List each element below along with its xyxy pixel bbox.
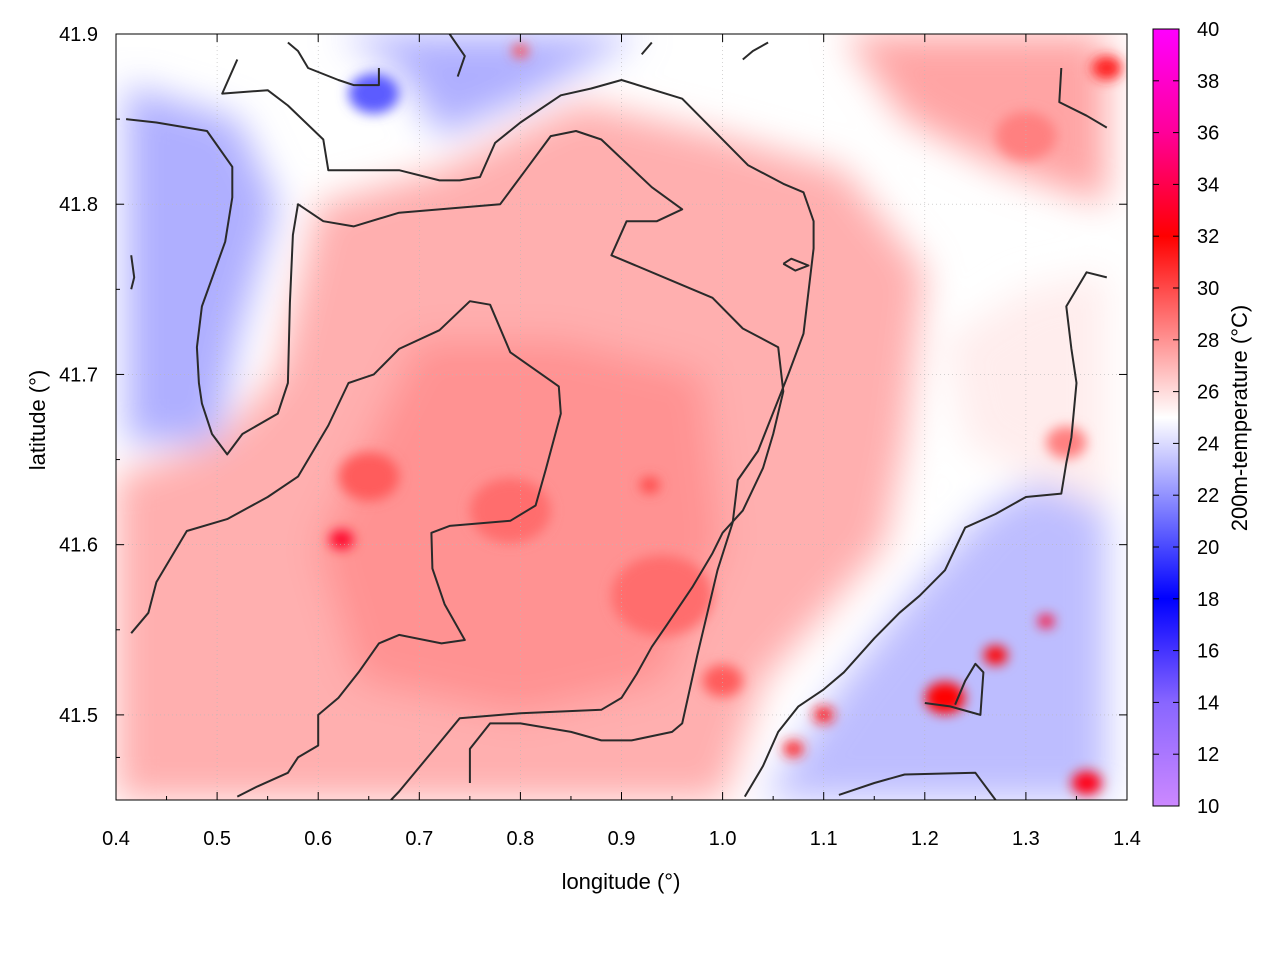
y-tick-label-2: 41.7	[59, 364, 98, 386]
y-axis-label: latitude (°)	[25, 370, 50, 471]
x-axis: 0.4 0.5 0.6 0.7 0.8 0.9 1.0 1.1 1.2 1.3 1.4	[102, 34, 1141, 850]
colorbar-tick-label-12: 34	[1197, 174, 1219, 196]
contour-line-5	[742, 41, 769, 61]
colorbar-tick-label-4: 18	[1197, 589, 1219, 611]
colorbar-tick-label-0: 10	[1197, 796, 1219, 818]
colorbar-ticks: 10 12 14 16 18 20 22 24 26 28 30 32 34 36 38 40	[1153, 19, 1219, 818]
contour-line-4	[640, 41, 653, 56]
contour-line-11	[130, 255, 136, 290]
x-tick-label-6: 1.0	[709, 828, 737, 850]
temperature-hotspot-11	[1071, 770, 1102, 796]
contour-line-7	[743, 271, 1108, 798]
temperature-hotspot-6	[924, 681, 966, 715]
contour-line-9	[924, 662, 985, 716]
colorbar-tick-label-7: 24	[1197, 433, 1219, 455]
y-tick-label-4: 41.9	[59, 24, 98, 46]
colorbar-tick-label-2: 14	[1197, 692, 1219, 714]
x-tick-label-9: 1.3	[1012, 828, 1040, 850]
temperature-region-2	[126, 85, 278, 443]
temperature-region-4	[763, 442, 1107, 800]
y-axis: 41.5 41.6 41.7 41.8 41.9	[59, 24, 1127, 758]
temperature-hotspot-5	[702, 664, 743, 697]
contour-line-6	[1058, 67, 1108, 129]
colorbar-tick-label-14: 38	[1197, 71, 1219, 93]
temperature-hotspot-12	[1091, 55, 1123, 81]
temperature-hotspot-16	[348, 73, 400, 114]
x-axis-label: longitude (°)	[562, 869, 681, 894]
contour-lines	[125, 34, 1108, 800]
y-tick-label-3: 41.8	[59, 194, 98, 216]
x-tick-label-8: 1.2	[911, 828, 939, 850]
x-tick-label-10: 1.4	[1113, 828, 1141, 850]
x-tick-label-7: 1.1	[810, 828, 838, 850]
temperature-hotspot-13	[995, 111, 1057, 161]
colorbar-tick-label-8: 26	[1197, 382, 1219, 404]
contour-line-1	[125, 118, 785, 800]
temperature-hotspot-0	[329, 529, 354, 550]
colorbar-tick-label-13: 36	[1197, 123, 1219, 145]
contour-line-12	[287, 41, 380, 87]
temperature-region-3	[338, 34, 642, 137]
x-tick-label-4: 0.8	[506, 828, 534, 850]
temperature-hotspot-1	[338, 452, 400, 501]
x-tick-label-2: 0.6	[304, 828, 332, 850]
colorbar-tick-label-11: 32	[1197, 226, 1219, 248]
x-tick-label-5: 0.9	[608, 828, 636, 850]
colorbar-tick-label-5: 20	[1197, 537, 1219, 559]
colorbar-tick-label-10: 30	[1197, 278, 1219, 300]
colorbar-tick-label-15: 40	[1197, 19, 1219, 41]
contour-line-10	[782, 257, 810, 272]
contour-line-2	[221, 59, 815, 783]
temperature-hotspot-15	[1046, 426, 1087, 459]
x-tick-label-3: 0.7	[405, 828, 433, 850]
temperature-hotspot-2	[469, 478, 551, 543]
colorbar: 10 12 14 16 18 20 22 24 26 28 30 32 34 36 38 40 200m-te…	[1152, 19, 1252, 818]
colorbar-gradient	[1152, 28, 1180, 807]
temperature-hotspot-3	[639, 477, 660, 494]
contour-line-0	[130, 300, 562, 798]
colorbar-label: 200m-temperature (°C)	[1227, 305, 1252, 531]
contour-line-8	[838, 771, 997, 800]
contour-line-3	[448, 34, 466, 77]
colorbar-tick-label-1: 12	[1197, 744, 1219, 766]
x-tick-label-0: 0.4	[102, 828, 130, 850]
temperature-hotspots	[329, 44, 1123, 796]
temperature-hotspot-4	[611, 555, 713, 637]
temperature-hotspot-8	[1038, 614, 1055, 628]
y-tick-label-0: 41.5	[59, 705, 98, 727]
temperature-region-6	[843, 34, 1107, 205]
x-tick-label-1: 0.5	[203, 828, 231, 850]
y-tick-label-1: 41.6	[59, 535, 98, 557]
temperature-hotspot-7	[983, 645, 1008, 665]
plot-area: 0.4 0.5 0.6 0.7 0.8 0.9 1.0 1.1 1.2 1.3 1.4 41.541…	[59, 24, 1141, 850]
colorbar-tick-label-9: 28	[1197, 330, 1219, 352]
temperature-hotspot-9	[783, 740, 804, 758]
grid-lines	[116, 34, 1127, 800]
colorbar-tick-label-3: 16	[1197, 641, 1219, 663]
colorbar-tick-label-6: 22	[1197, 485, 1219, 507]
